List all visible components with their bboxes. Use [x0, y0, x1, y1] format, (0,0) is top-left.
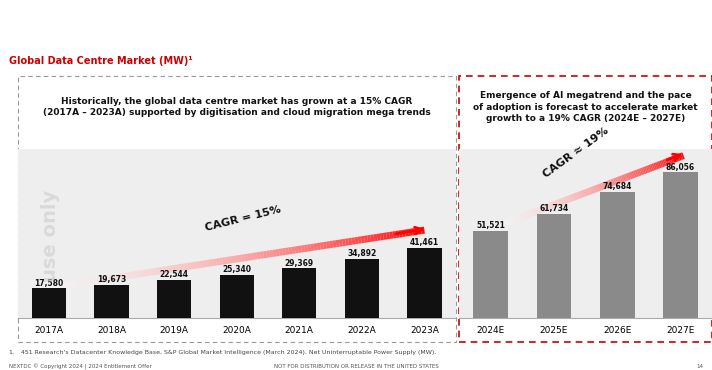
Text: 74,684: 74,684 — [602, 182, 632, 191]
Bar — [537, 213, 572, 318]
Text: Historically, the global data centre market has grown at a 15% CAGR
(2017A – 202: Historically, the global data centre mar… — [43, 97, 431, 117]
Bar — [473, 231, 508, 318]
Text: CAGR ≈ 19%: CAGR ≈ 19% — [542, 125, 611, 179]
Text: 17,580: 17,580 — [34, 279, 63, 287]
Bar — [407, 248, 441, 318]
Text: 19,673: 19,673 — [97, 275, 126, 284]
Bar — [95, 285, 129, 318]
Bar — [219, 275, 254, 318]
Text: NEXTDC © Copyright 2024 | 2024 Entitlement Offer: NEXTDC © Copyright 2024 | 2024 Entitleme… — [9, 364, 151, 370]
Text: NOT FOR DISTRIBUTION OR RELEASE IN THE UNITED STATES: NOT FOR DISTRIBUTION OR RELEASE IN THE U… — [273, 364, 439, 369]
Bar — [600, 192, 634, 318]
Bar — [157, 280, 192, 318]
Bar — [663, 172, 698, 318]
Text: 29,369: 29,369 — [285, 259, 314, 268]
Text: 1.   451 Research's Datacenter Knowledge Base, S&P Global Market Intelligence (M: 1. 451 Research's Datacenter Knowledge B… — [9, 350, 436, 355]
Text: use only: use only — [41, 189, 60, 282]
Text: 61,734: 61,734 — [540, 204, 569, 213]
Text: 86,056: 86,056 — [666, 162, 695, 172]
Text: CAGR = 15%: CAGR = 15% — [204, 204, 282, 233]
Text: 25,340: 25,340 — [222, 265, 251, 275]
Text: 51,521: 51,521 — [476, 221, 506, 230]
Text: 34,892: 34,892 — [347, 249, 377, 258]
Text: DATA CENTRE CAPACITY: DATA CENTRE CAPACITY — [9, 12, 271, 31]
Text: Global Data Centre Market (MW)¹: Global Data Centre Market (MW)¹ — [9, 56, 192, 66]
Text: 14: 14 — [696, 364, 703, 369]
Bar — [282, 269, 317, 318]
Bar — [345, 259, 379, 318]
Text: Emergence of AI megatrend and the pace
of adoption is forecast to accelerate mar: Emergence of AI megatrend and the pace o… — [473, 91, 698, 123]
Text: 22,544: 22,544 — [159, 270, 189, 279]
Text: 41,461: 41,461 — [410, 238, 439, 247]
Bar — [32, 289, 66, 318]
